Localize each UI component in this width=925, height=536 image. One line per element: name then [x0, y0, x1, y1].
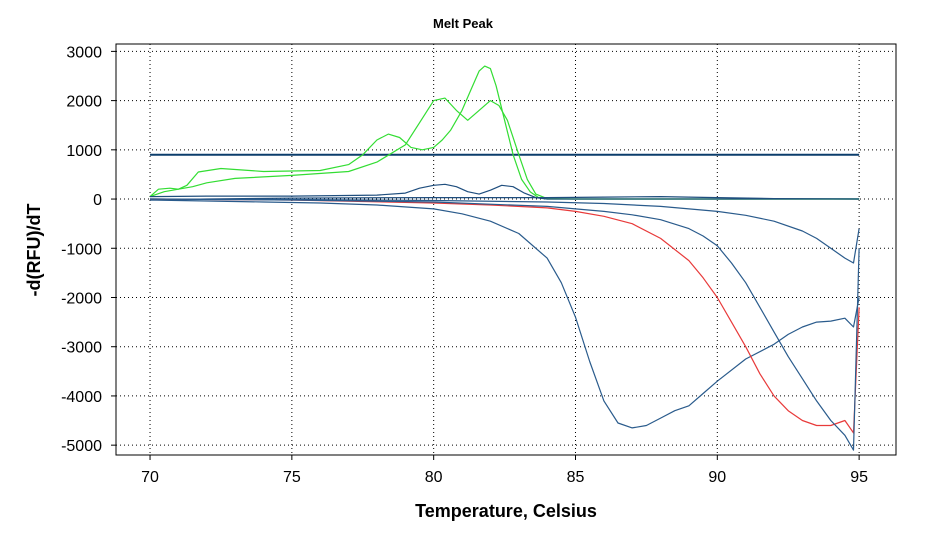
- y-tick-label: -3000: [61, 340, 102, 357]
- x-tick-label: 70: [141, 469, 159, 486]
- series-line-blue-bumps: [149, 183, 860, 200]
- y-tick-label: 0: [93, 192, 102, 209]
- series-line-blue-late: [149, 198, 860, 451]
- x-axis: 70 75 80 85 90 95: [141, 455, 868, 486]
- plot-frame: [115, 43, 897, 456]
- series-line-red: [149, 198, 860, 434]
- y-tick-label: -1000: [61, 241, 102, 258]
- x-tick-label: 90: [708, 469, 726, 486]
- x-tick-label: 85: [567, 469, 585, 486]
- series-line-green-1: [149, 65, 860, 200]
- y-tick-label: 1000: [66, 143, 102, 160]
- plot-border: [115, 43, 897, 456]
- series-line-blue-flat: [149, 196, 860, 201]
- y-axis: 3000 2000 1000 0 -1000 -2000 -3000 -4000 -5000: [61, 44, 116, 455]
- y-axis-label: -d(RFU)/dT: [24, 204, 44, 297]
- x-tick-label: 80: [425, 469, 443, 486]
- y-tick-label: -5000: [61, 438, 102, 455]
- series-line-green-2: [149, 97, 860, 200]
- y-tick-label: -2000: [61, 290, 102, 307]
- y-tick-label: 3000: [66, 44, 102, 61]
- series-line-blue-valley: [149, 199, 860, 429]
- chart-title: Melt Peak: [433, 16, 494, 31]
- series-group: [149, 65, 860, 451]
- y-tick-label: 2000: [66, 94, 102, 111]
- x-tick-label: 75: [283, 469, 301, 486]
- x-tick-label: 95: [850, 469, 868, 486]
- series-line-blue-shallow: [149, 198, 860, 264]
- grid: [116, 44, 896, 455]
- y-tick-label: -4000: [61, 389, 102, 406]
- x-axis-label: Temperature, Celsius: [415, 501, 597, 521]
